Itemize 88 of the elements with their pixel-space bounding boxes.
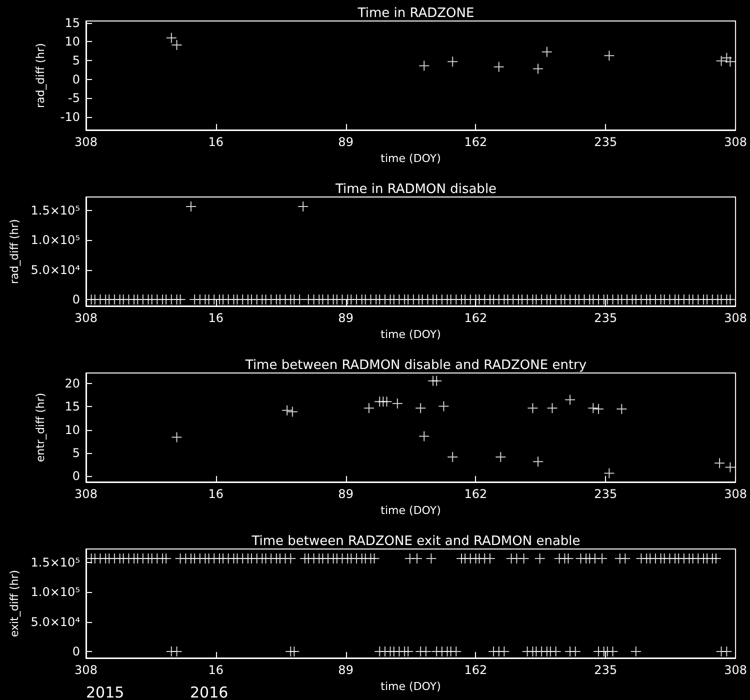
point (363, 402, 374, 414)
y-tick-label: 1.5×10⁵ (30, 556, 80, 570)
point (724, 462, 736, 473)
point (286, 406, 298, 418)
y-tick-label: 5.0×10⁴ (30, 262, 80, 277)
text: 2015 (86, 684, 124, 700)
chart-title: Time in RADMON disable (334, 182, 497, 197)
y-axis-title: rad_diff (hr) (8, 219, 21, 284)
x-axis-title: time (DOY) (380, 680, 441, 693)
point (282, 404, 293, 416)
point (532, 63, 544, 74)
point (438, 400, 450, 412)
y-tick-label: 15 (64, 400, 80, 414)
y-tick-label: -5 (68, 91, 80, 106)
x-tick-label: 89 (338, 487, 354, 501)
point (431, 375, 442, 386)
y-tick-label: 10 (64, 422, 80, 437)
point (418, 430, 430, 442)
chart-title: Time in RADZONE (356, 6, 474, 21)
y-tick-label: 1.0×10⁵ (30, 585, 80, 600)
x-tick-label: 235 (594, 487, 618, 501)
x-tick-label: 308 (74, 663, 98, 677)
point (381, 396, 392, 408)
x-tick-label: 308 (74, 487, 98, 501)
point (716, 55, 727, 66)
y-axis-title: rad_diff (hr) (34, 43, 47, 108)
y-tick-label: 0 (72, 72, 80, 86)
y-tick-label: 5.0×10⁴ (30, 614, 80, 629)
point (593, 404, 604, 415)
chart-title: Time between RADZONE exit and RADMON enable (250, 534, 580, 549)
point (724, 56, 736, 68)
x-tick-label: 308 (74, 135, 98, 149)
point (418, 60, 430, 72)
point (415, 402, 426, 414)
point (392, 398, 403, 409)
x-tick-label: 235 (594, 663, 618, 677)
x-tick-label: 162 (464, 311, 488, 325)
point (171, 432, 182, 443)
point (564, 394, 576, 406)
point (604, 468, 615, 479)
x-tick-label: 89 (338, 311, 354, 325)
x-tick-label: 16 (208, 663, 224, 677)
y-tick-label: 0 (72, 468, 80, 483)
y-tick-label: -10 (60, 110, 80, 124)
point (546, 402, 558, 414)
x-axis-title: time (DOY) (380, 152, 441, 165)
point (495, 452, 506, 463)
point (714, 458, 726, 469)
y-tick-label: 1.5×10⁵ (30, 204, 80, 218)
y-tick-label: 20 (64, 376, 80, 391)
y-tick-label: 0 (72, 292, 80, 306)
point (447, 452, 458, 463)
x-tick-label: 162 (464, 135, 488, 149)
y-tick-label: 5 (72, 446, 80, 460)
y-tick-label: 5 (72, 53, 80, 68)
point (616, 404, 628, 415)
y-tick-label: 1.0×10⁵ (30, 233, 80, 248)
y-axis-title: exit_diff (hr) (8, 570, 21, 638)
x-tick-label: 89 (338, 135, 354, 149)
y-tick-label: 0 (72, 644, 80, 658)
point (447, 56, 458, 68)
x-tick-label: 16 (208, 487, 224, 501)
x-tick-label: 162 (464, 487, 488, 501)
x-tick-label: 16 (208, 311, 224, 325)
x-tick-label: 308 (724, 487, 747, 501)
point (532, 456, 544, 468)
point (721, 52, 732, 64)
text: 2016 (190, 684, 228, 700)
x-tick-label: 308 (724, 663, 747, 677)
x-tick-label: 235 (594, 135, 618, 149)
x-tick-label: 308 (724, 311, 747, 325)
x-tick-label: 308 (724, 135, 747, 149)
x-axis-title: time (DOY) (380, 504, 441, 517)
x-tick-label: 308 (74, 311, 98, 325)
point (604, 50, 615, 62)
chart-title: Time between RADMON disable and RADZONE entry (244, 358, 587, 373)
point (541, 46, 552, 58)
y-axis-title: entr_diff (hr) (34, 392, 47, 462)
x-tick-label: 162 (464, 663, 488, 677)
point (588, 402, 599, 414)
x-axis-title: time (DOY) (380, 328, 441, 341)
point (493, 61, 504, 72)
x-tick-label: 235 (594, 311, 618, 325)
point (527, 402, 538, 414)
x-tick-label: 89 (338, 663, 354, 677)
x-tick-label: 16 (208, 135, 224, 149)
y-tick-label: 10 (64, 34, 80, 49)
y-tick-label: 15 (64, 16, 80, 30)
